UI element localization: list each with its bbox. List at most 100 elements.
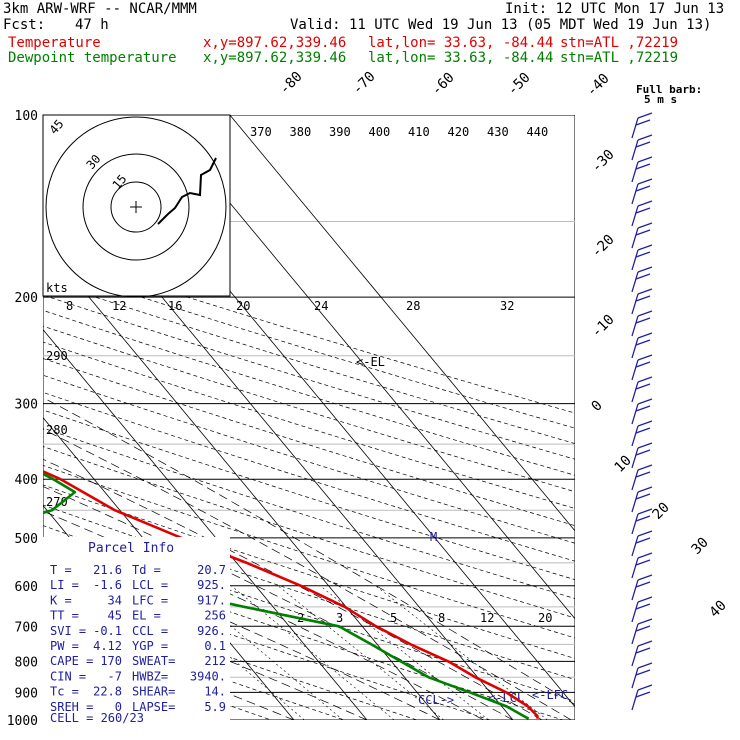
hodo-speed-label: 20 (236, 299, 250, 313)
parcel-label: SVI = (50, 624, 86, 638)
parcel-label: EL = (132, 609, 161, 623)
hodo-speed-label: 16 (168, 299, 182, 313)
parcel-value: 4.12 (93, 639, 122, 653)
mixing-ratio-label: 20 (538, 611, 552, 625)
wind-barb-staff (631, 645, 639, 667)
parcel-value: 21.6 (93, 563, 122, 577)
m-marker: M (430, 530, 437, 544)
wind-barb-flag (635, 207, 651, 214)
wind-barb-flag (635, 493, 651, 500)
parcel-value: 917. (197, 593, 226, 607)
isotherm-label: -30 (589, 147, 618, 176)
sounding-traces (43, 470, 539, 720)
wind-barb-flag (635, 603, 651, 610)
wind-barb-flag (637, 134, 653, 141)
wind-barb-staff (631, 359, 639, 381)
wind-barb (631, 442, 653, 469)
theta-label: 420 (448, 125, 470, 139)
parcel-value: 0.1 (204, 639, 226, 653)
wind-barb-staff (631, 271, 639, 293)
legend-temperature-xy: x,y=897.62,339.46 (203, 35, 347, 51)
legend-dewpoint-xy: x,y=897.62,339.46 (203, 50, 347, 66)
wind-barb-flag (635, 119, 651, 126)
wind-barb-staff (631, 337, 639, 359)
wind-barb-flag (637, 288, 653, 295)
wind-barb (631, 684, 653, 711)
parcel-cell: CELL = 260/23 (50, 711, 144, 725)
wind-barb (631, 376, 653, 403)
isotherm-label: -80 (277, 69, 306, 98)
parcel-label: YGP = (132, 639, 168, 653)
dry-adiabat-line (43, 568, 492, 720)
wind-barb-flag (637, 618, 653, 625)
legend-temperature-station: stn=ATL ,72219 (560, 35, 679, 51)
isotherm-line (0, 115, 2, 720)
dry-adiabat-line (43, 309, 575, 476)
wind-barbs: Full barb:5 m s (631, 83, 702, 711)
dewpoint-line (43, 472, 530, 720)
wind-barb-flag (635, 427, 651, 434)
wind-barb (631, 464, 653, 491)
wind-barb-flag (635, 339, 651, 346)
model-title: 3km ARW-WRF -- NCAR/MMM (3, 1, 197, 17)
isotherm-line (229, 115, 575, 532)
wind-barb-flag (635, 691, 651, 698)
wind-barb-staff (631, 249, 639, 271)
moist-adiabat-line (43, 458, 543, 720)
wind-barb-flag (635, 295, 651, 302)
wind-barb-flag (637, 156, 653, 163)
wind-barb-flag (637, 442, 653, 449)
parcel-value: 3940. (190, 669, 226, 683)
wind-barb-staff (631, 557, 639, 579)
dry-adiabat-line (43, 484, 575, 659)
wind-barb-flag (637, 398, 653, 405)
hodo-trace (157, 157, 217, 225)
parcel-value: 0 (115, 700, 122, 714)
parcel-value: 212 (204, 654, 226, 668)
theta-side-label: 270 (46, 495, 68, 509)
wind-barb-staff (631, 535, 639, 557)
legend-dewpoint-latlon: lat,lon= 33.63, -84.44 (368, 50, 554, 66)
pressure-tick-label: 900 (15, 686, 38, 701)
wind-barb-staff (631, 227, 639, 249)
wind-barb (631, 134, 653, 161)
isotherm-label: 30 (689, 535, 712, 558)
wind-barb (631, 662, 653, 689)
parcel-label: HWBZ= (132, 669, 168, 683)
pressure-tick-label: 500 (15, 532, 38, 547)
moist-adiabat-line (43, 428, 572, 720)
wind-barb-flag (635, 273, 651, 280)
wind-barb-staff (631, 623, 639, 645)
mixing-ratio-label: 3 (336, 611, 343, 625)
isotherm-label: -50 (505, 70, 534, 99)
isotherm-label: -40 (584, 71, 613, 100)
parcel-label: LI = (50, 578, 79, 592)
parcel-label: CIN = (50, 669, 86, 683)
legend-temperature-name: Temperature (8, 35, 101, 51)
wind-barb-flag (637, 596, 653, 603)
wind-barb-flag (635, 185, 651, 192)
isotherm-label: 40 (707, 598, 730, 621)
wind-barb-flag (635, 625, 651, 632)
wind-barb-flag (637, 200, 653, 207)
legend-temperature-latlon: lat,lon= 33.63, -84.44 (368, 35, 554, 51)
hodo-speed-label: 12 (112, 299, 126, 313)
wind-barb-flag (635, 581, 651, 588)
hodo-ring-medium (82, 153, 190, 261)
wind-barb (631, 244, 653, 271)
parcel-value: 14. (204, 685, 226, 699)
hodo-ring-small (110, 181, 162, 233)
pressure-tick-label: 400 (15, 473, 38, 488)
wind-barb-flag (637, 684, 653, 691)
theta-label: 440 (527, 125, 549, 139)
wind-barb (631, 420, 653, 447)
parcel-label: LAPSE= (132, 700, 175, 714)
wind-barb-flag (635, 669, 651, 676)
mixing-ratio-line (375, 585, 548, 720)
wind-barb-flag (635, 515, 651, 522)
wind-barb-flag (635, 229, 651, 236)
wind-barb-flag (635, 537, 651, 544)
parcel-value: -1.6 (93, 578, 122, 592)
wind-barb-flag (635, 361, 651, 368)
